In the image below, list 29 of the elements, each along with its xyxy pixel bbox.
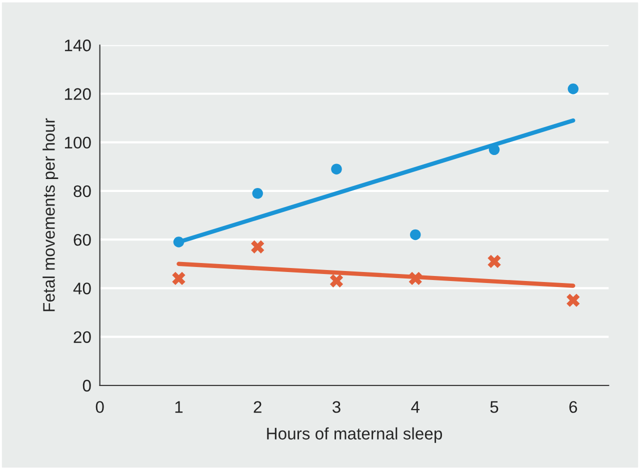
point xyxy=(330,274,344,288)
y-tick-label: 40 xyxy=(73,282,91,294)
x-tick-label: 2 xyxy=(254,401,262,413)
point xyxy=(488,144,500,156)
x-tick-label: 1 xyxy=(175,401,183,413)
y-tick-label: 80 xyxy=(74,185,91,198)
point xyxy=(488,254,501,268)
x-tick-label: 3 xyxy=(332,401,340,413)
point xyxy=(331,164,342,174)
y-tick-label: 100 xyxy=(64,136,91,149)
point xyxy=(251,240,264,254)
y-tick-label: 120 xyxy=(64,88,91,100)
point xyxy=(566,294,580,307)
point xyxy=(173,236,184,248)
y-tick-label: 0 xyxy=(82,380,91,392)
point xyxy=(252,188,263,199)
x-tick-label: 6 xyxy=(569,401,578,413)
x-tick-label: 0 xyxy=(96,401,104,413)
x-axis-title: Hours of maternal sleep xyxy=(267,427,442,443)
y-tick-label: 20 xyxy=(74,331,91,343)
y-tick-label: 140 xyxy=(64,40,91,52)
point xyxy=(410,229,421,240)
point xyxy=(408,272,422,286)
point xyxy=(172,272,186,286)
y-axis-title: Fetal movements per hour xyxy=(42,118,58,312)
x-tick-label: 5 xyxy=(490,401,498,413)
point xyxy=(568,83,579,94)
x-tick-label: 4 xyxy=(411,401,420,413)
y-tick-label: 60 xyxy=(74,234,91,246)
